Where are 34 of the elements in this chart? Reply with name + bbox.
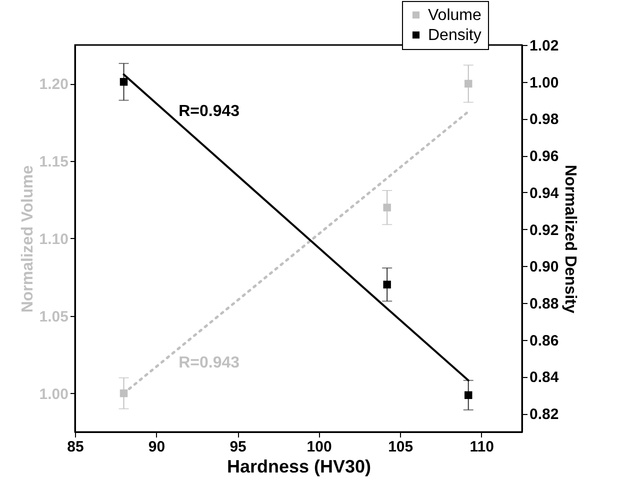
y-tick-label: 1.05 [39, 308, 68, 326]
x-tick-label: 90 [148, 438, 166, 456]
y-axis-title: Normalized Volume [19, 165, 36, 313]
y-tick-label: 1.00 [39, 386, 68, 403]
point [120, 78, 128, 86]
x-tick-label: 110 [470, 438, 494, 456]
y2-axis-title: Normalized Density [562, 164, 579, 314]
annotation: R=0.943 [178, 354, 240, 372]
y2-tick-label: 0.94 [530, 184, 560, 202]
y2-tick-label: 1.02 [530, 38, 559, 54]
y2-tick-label: 0.86 [530, 332, 559, 350]
y2-tick-label: 0.88 [530, 296, 559, 312]
y-tick-label: 1.15 [39, 154, 68, 171]
y2-tick-label: 0.92 [530, 222, 559, 239]
x-axis-title: Hardness (HV30) [226, 456, 372, 476]
legend-label: Volume [428, 7, 482, 24]
y2-tick-label: 0.96 [530, 148, 559, 166]
x-tick-label: 105 [388, 438, 414, 456]
y-tick-label: 1.10 [39, 231, 68, 248]
x-tick-label: 100 [306, 438, 332, 456]
annotation: R=0.943 [178, 102, 240, 120]
y2-tick-label: 0.82 [530, 406, 559, 424]
y2-tick-label: 1.00 [530, 74, 559, 92]
y-tick-label: 1.20 [39, 76, 68, 94]
x-tick-label: 95 [230, 438, 246, 456]
y2-tick-label: 0.98 [530, 111, 559, 128]
legend-label: Density [428, 27, 482, 44]
y2-tick-label: 0.84 [530, 369, 560, 386]
point [383, 280, 391, 288]
point [383, 204, 391, 212]
x-tick-label: 85 [67, 438, 84, 456]
point [464, 80, 472, 88]
y2-tick-label: 0.90 [530, 258, 559, 276]
point [464, 391, 472, 400]
